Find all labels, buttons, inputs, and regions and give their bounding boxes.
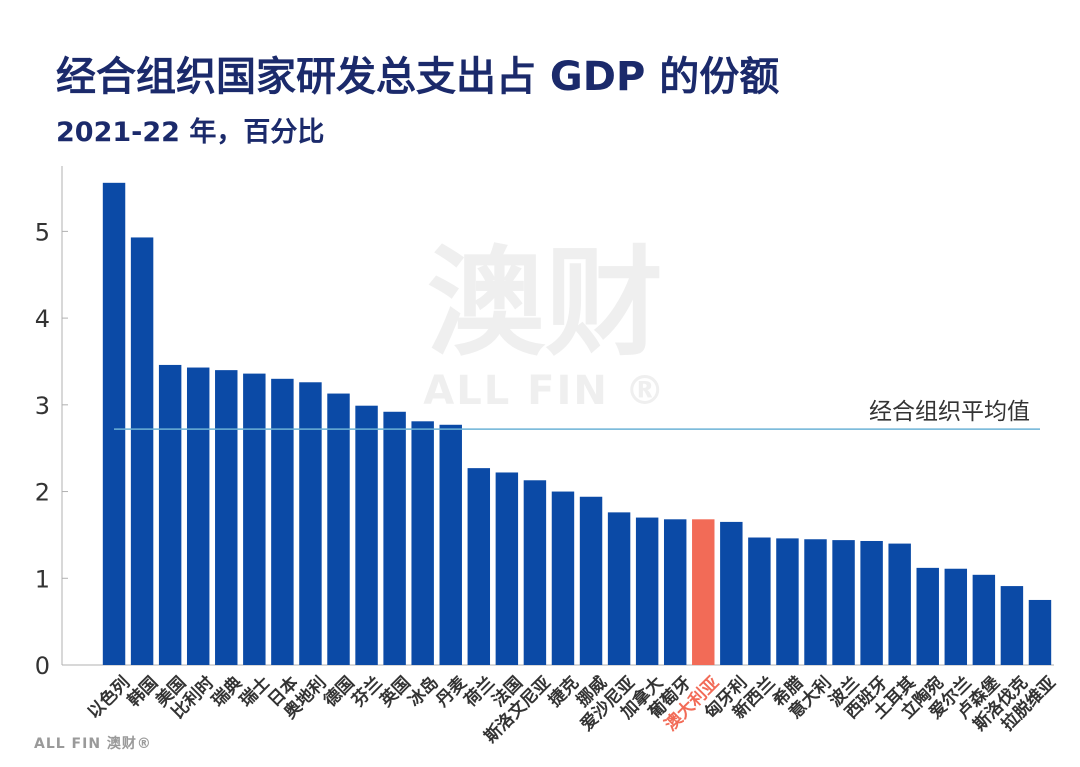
bars-group [102,182,1052,666]
bar-34 [1028,599,1052,665]
bar-12 [411,421,434,665]
bar-31 [944,568,968,665]
bar-26 [804,539,827,665]
average-label: 经合组织平均值 [869,399,1030,425]
average-group: 经合组织平均值 [114,399,1040,430]
bar-25 [776,538,799,665]
y-tick-label: 1 [35,565,50,593]
bar-14 [467,468,491,665]
bar-16 [523,480,547,665]
bar-4 [186,367,210,665]
bar-15 [495,472,519,665]
bar-1 [102,182,126,666]
chart-title: 经合组织国家研发总支出占 GDP 的份额 [56,54,780,100]
bar-20 [635,517,659,665]
bar-17 [551,491,575,665]
bar-2 [130,237,154,665]
bar-28 [860,540,883,665]
bar-24 [748,537,771,665]
bar-6 [243,373,266,665]
y-tick-label: 0 [35,652,50,680]
bar-8 [299,382,322,665]
bar-21 [663,519,687,665]
chart-subtitle: 2021-22 年，百分比 [56,117,325,148]
bar-10 [355,405,378,665]
y-tick-label: 3 [35,392,50,420]
bar-23 [720,521,743,665]
bar-13 [439,424,462,665]
bar-33 [1000,586,1024,665]
bar-30 [916,567,939,665]
bar-7 [271,378,294,665]
y-tick-label: 4 [35,305,50,333]
bar-19 [607,512,631,665]
bar-32 [972,574,996,665]
bar-9 [327,393,350,665]
y-tick-label: 5 [35,218,50,246]
bar-22 [692,519,715,665]
bar-11 [383,411,406,665]
bar-18 [579,496,603,665]
y-tick-label: 2 [35,479,50,507]
bar-5 [215,370,238,665]
footer-logo: ALL FIN 澳财® [34,736,152,752]
x-labels-group: 以色列韩国美国比利时瑞典瑞士日本奥地利德国芬兰英国冰岛丹麦荷兰法国斯洛文尼亚捷克… [83,671,1060,747]
bar-27 [832,540,855,665]
bar-29 [888,543,911,665]
bar-3 [158,364,182,665]
